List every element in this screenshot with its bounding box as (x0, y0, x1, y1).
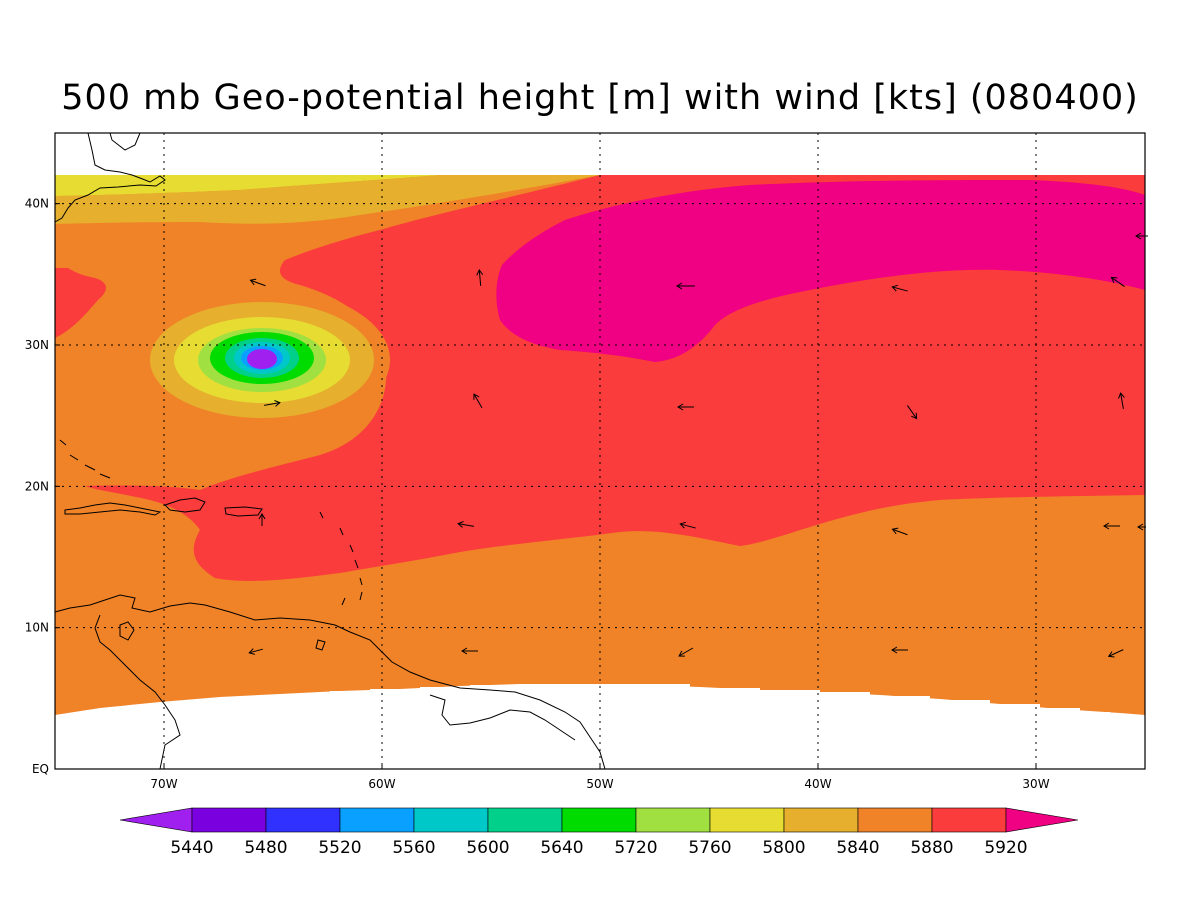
wind-arrow-icon (676, 282, 695, 290)
fill-5960-region (496, 180, 1146, 362)
colorbar-label: 5640 (540, 838, 583, 858)
wind-arrow-icon (677, 403, 694, 411)
wind-arrow-icon (249, 278, 266, 287)
longitude-labels: 70W 60W 50W 40W 30W (150, 764, 1050, 791)
lat-label: 20N (25, 479, 49, 493)
coastline-south-america-interior (94, 614, 181, 770)
wind-vectors (248, 232, 1148, 658)
wind-arrow-icon (248, 648, 263, 655)
coastline-lesser-antilles (319, 511, 363, 606)
wind-arrow-icon (457, 521, 474, 528)
lat-label: 10N (25, 621, 49, 635)
fill-5920-left-lobe (55, 268, 106, 338)
coastline-lake-maracaibo (119, 621, 135, 641)
missing-data-area (55, 684, 1145, 769)
lon-label: 50W (586, 777, 613, 791)
wind-arrow-icon (1107, 649, 1124, 658)
colorbar-label: 5720 (614, 838, 657, 858)
colorbar-label: 5840 (836, 838, 879, 858)
colorbar-label: 5600 (466, 838, 509, 858)
wind-arrow-icon (258, 513, 266, 526)
colorbar-high-triangle (1005, 807, 1079, 833)
coastline-north-america (54, 132, 166, 223)
colorbar-label: 5480 (244, 838, 287, 858)
wind-arrow-icon (907, 405, 918, 420)
colorbar-low-triangle (119, 807, 193, 833)
colorbar-segment (339, 807, 415, 833)
wind-arrow-icon (1103, 522, 1120, 530)
fill-low-5440 (247, 349, 277, 369)
colorbar-segment (783, 807, 859, 833)
lat-label: 30N (25, 338, 49, 352)
wind-arrow-icon (678, 647, 694, 657)
coastline-new-england (109, 132, 141, 151)
height-fills (55, 175, 1146, 769)
wind-arrow-icon (679, 521, 696, 529)
colorbar-label: 5560 (392, 838, 435, 858)
graticule (55, 133, 1145, 769)
fill-5800-band (55, 175, 440, 196)
wind-arrow-icon (1110, 276, 1125, 287)
colorbar: 5440 5480 5520 5560 5600 5640 5720 5760 5800 5840… (119, 807, 1079, 858)
wind-arrow-icon (891, 646, 908, 654)
colorbar-segment (413, 807, 489, 833)
wind-arrow-icon (476, 269, 484, 287)
wind-arrow-icon (891, 284, 908, 292)
colorbar-label: 5760 (688, 838, 731, 858)
colorbar-label: 5440 (170, 838, 213, 858)
lon-label: 30W (1022, 777, 1049, 791)
colorbar-label: 5520 (318, 838, 361, 858)
wind-arrow-icon (1135, 232, 1148, 240)
lon-label: 40W (804, 777, 831, 791)
coastline-cuba (64, 502, 162, 516)
coastlines (54, 132, 606, 770)
lon-label: 70W (150, 777, 177, 791)
coastline-south-america (54, 594, 606, 770)
colorbar-segment (561, 807, 637, 833)
colorbar-segment (487, 807, 563, 833)
lon-label: 60W (368, 777, 395, 791)
wind-arrow-icon (264, 400, 281, 407)
latitude-labels: 40N 30N 20N 10N EQ (25, 197, 60, 776)
coastline-guianas (429, 694, 576, 741)
coastline-bahamas (59, 439, 111, 479)
map-title: 500 mb Geo-potential height [m] with win… (61, 78, 1139, 118)
lat-label: 40N (25, 197, 49, 211)
fill-5840-band (55, 175, 600, 224)
colorbar-segment (931, 807, 1007, 833)
colorbar-segment (857, 807, 933, 833)
colorbar-segment (635, 807, 711, 833)
coastline-trinidad (315, 639, 326, 651)
colorbar-label: 5880 (910, 838, 953, 858)
colorbar-segment (709, 807, 785, 833)
lat-label: EQ (32, 762, 49, 776)
colorbar-segment (191, 807, 267, 833)
colorbar-segment (265, 807, 341, 833)
colorbar-label: 5920 (984, 838, 1027, 858)
coastline-puerto-rico (224, 506, 263, 517)
wind-arrow-icon (891, 527, 908, 536)
wind-arrow-icon (1118, 392, 1125, 409)
wind-arrow-icon (473, 393, 483, 409)
coastline-hispaniola (164, 497, 206, 513)
colorbar-label: 5800 (762, 838, 805, 858)
wind-arrow-icon (461, 647, 478, 655)
